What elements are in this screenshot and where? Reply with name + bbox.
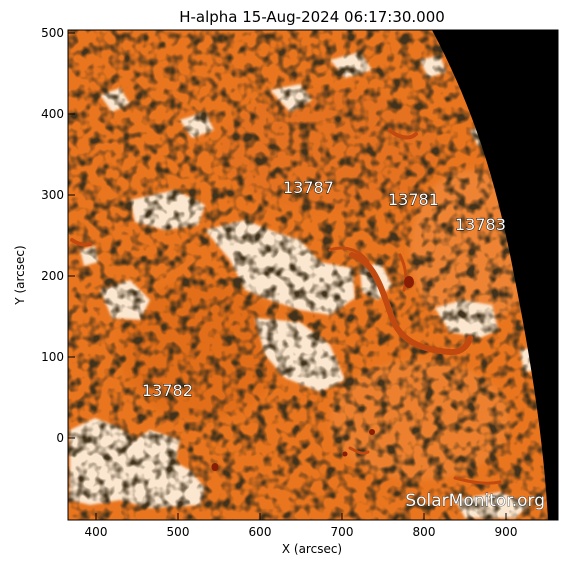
y-tick-label: 400 [41, 107, 64, 121]
y-tick-label: 0 [56, 431, 64, 445]
active-region-label: 13783 [455, 215, 506, 234]
y-tick-label: 100 [41, 350, 64, 364]
watermark: SolarMonitor.org [405, 491, 545, 511]
solar-image [68, 30, 558, 520]
x-tick-label: 400 [85, 525, 108, 539]
y-tick-marks [68, 32, 75, 439]
y-tick-labels: 500 400 300 200 100 0 [41, 26, 64, 445]
y-tick-label: 300 [41, 188, 64, 202]
active-region-labels: 13787 13781 13783 13782 [142, 178, 507, 401]
y-tick-label: 500 [41, 26, 64, 40]
x-tick-label: 500 [167, 525, 190, 539]
x-tick-label: 900 [495, 525, 518, 539]
y-tick-label: 200 [41, 269, 64, 283]
y-axis-label: Y (arcsec) [13, 245, 27, 305]
off-limb-space [432, 30, 558, 520]
active-region-label: 13781 [388, 190, 439, 209]
sunspots [211, 276, 414, 471]
x-tick-marks [95, 513, 507, 520]
x-tick-label: 600 [249, 525, 272, 539]
x-tick-label: 800 [413, 525, 436, 539]
active-region-label: 13782 [142, 381, 193, 400]
x-axis-label: X (arcsec) [282, 542, 342, 556]
active-region-label: 13787 [283, 178, 334, 197]
chart-title: H-alpha 15-Aug-2024 06:17:30.000 [179, 8, 445, 26]
plot-frame [67, 29, 559, 521]
x-tick-label: 700 [331, 525, 354, 539]
filaments [70, 128, 502, 485]
x-tick-labels: 400 500 600 700 800 900 [85, 525, 518, 539]
